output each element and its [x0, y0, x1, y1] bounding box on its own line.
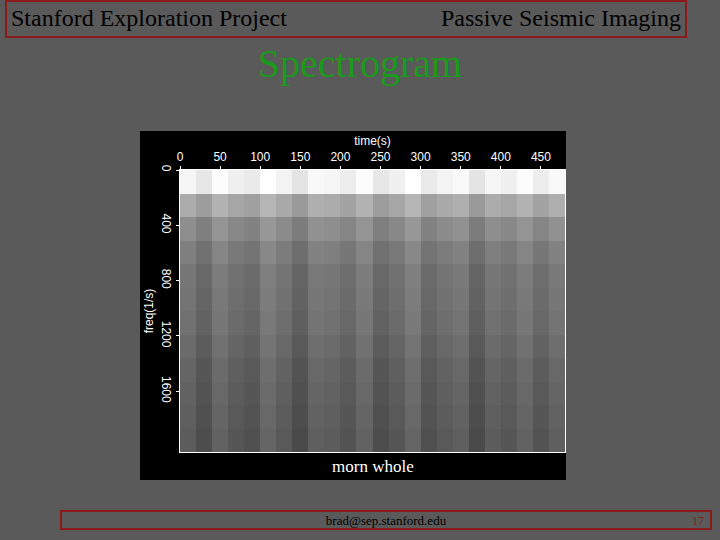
- svg-text:0: 0: [177, 150, 184, 164]
- svg-text:50: 50: [213, 150, 227, 164]
- svg-text:250: 250: [371, 150, 391, 164]
- html-text:brad@sep.stanford.edu: brad@sep.stanford.edu: [325, 513, 447, 528]
- svg-text:350: 350: [451, 150, 471, 164]
- svg-text:0: 0: [159, 165, 173, 172]
- svg-text:400: 400: [159, 213, 173, 233]
- svg-text:100: 100: [250, 150, 270, 164]
- html-text:Spectrogram: Spectrogram: [257, 41, 463, 86]
- html-text:Passive Seismic Imaging: Passive Seismic Imaging: [441, 5, 681, 31]
- svg-text:450: 450: [531, 150, 551, 164]
- svg-text:800: 800: [159, 269, 173, 289]
- svg-text:1200: 1200: [159, 321, 173, 348]
- svg-text:150: 150: [290, 150, 310, 164]
- svg-text:morn whole: morn whole: [332, 457, 414, 476]
- html-text:17: 17: [692, 514, 704, 528]
- svg-text:300: 300: [411, 150, 431, 164]
- svg-text:400: 400: [491, 150, 511, 164]
- svg-text:200: 200: [330, 150, 350, 164]
- svg-text:time(s): time(s): [354, 134, 391, 148]
- html-text:Stanford Exploration Project: Stanford Exploration Project: [11, 5, 287, 31]
- svg-text:1600: 1600: [159, 376, 173, 403]
- svg-text:freq(1/s): freq(1/s): [142, 289, 156, 334]
